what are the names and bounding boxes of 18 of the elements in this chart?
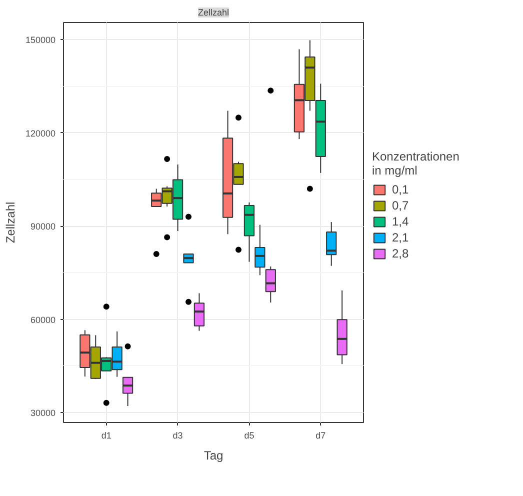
x-axis-title: Tag (204, 448, 224, 462)
y-tick-label: 120000 (25, 128, 56, 138)
legend-label: 1,4 (392, 214, 410, 228)
legend-label: 2,1 (392, 230, 410, 244)
x-tick-label: d7 (316, 430, 326, 440)
y-tick-label: 150000 (25, 35, 56, 46)
y-tick-label: 90000 (30, 222, 56, 232)
legend-label: 0,1 (392, 182, 410, 196)
x-tick-label: d3 (172, 430, 183, 440)
y-tick-label: 30000 (30, 408, 56, 418)
x-tick-label: d5 (244, 430, 254, 440)
x-tick-label: d1 (101, 430, 112, 440)
chart-title: Zellzahl (198, 8, 230, 18)
y-tick-label: 60000 (30, 314, 56, 325)
legend-title: Konzentrationen in mg/ml (372, 149, 460, 178)
legend-label: 0,7 (392, 198, 410, 212)
legend-label: 2,8 (392, 246, 410, 260)
y-axis-title: Zellzahl (3, 202, 18, 244)
